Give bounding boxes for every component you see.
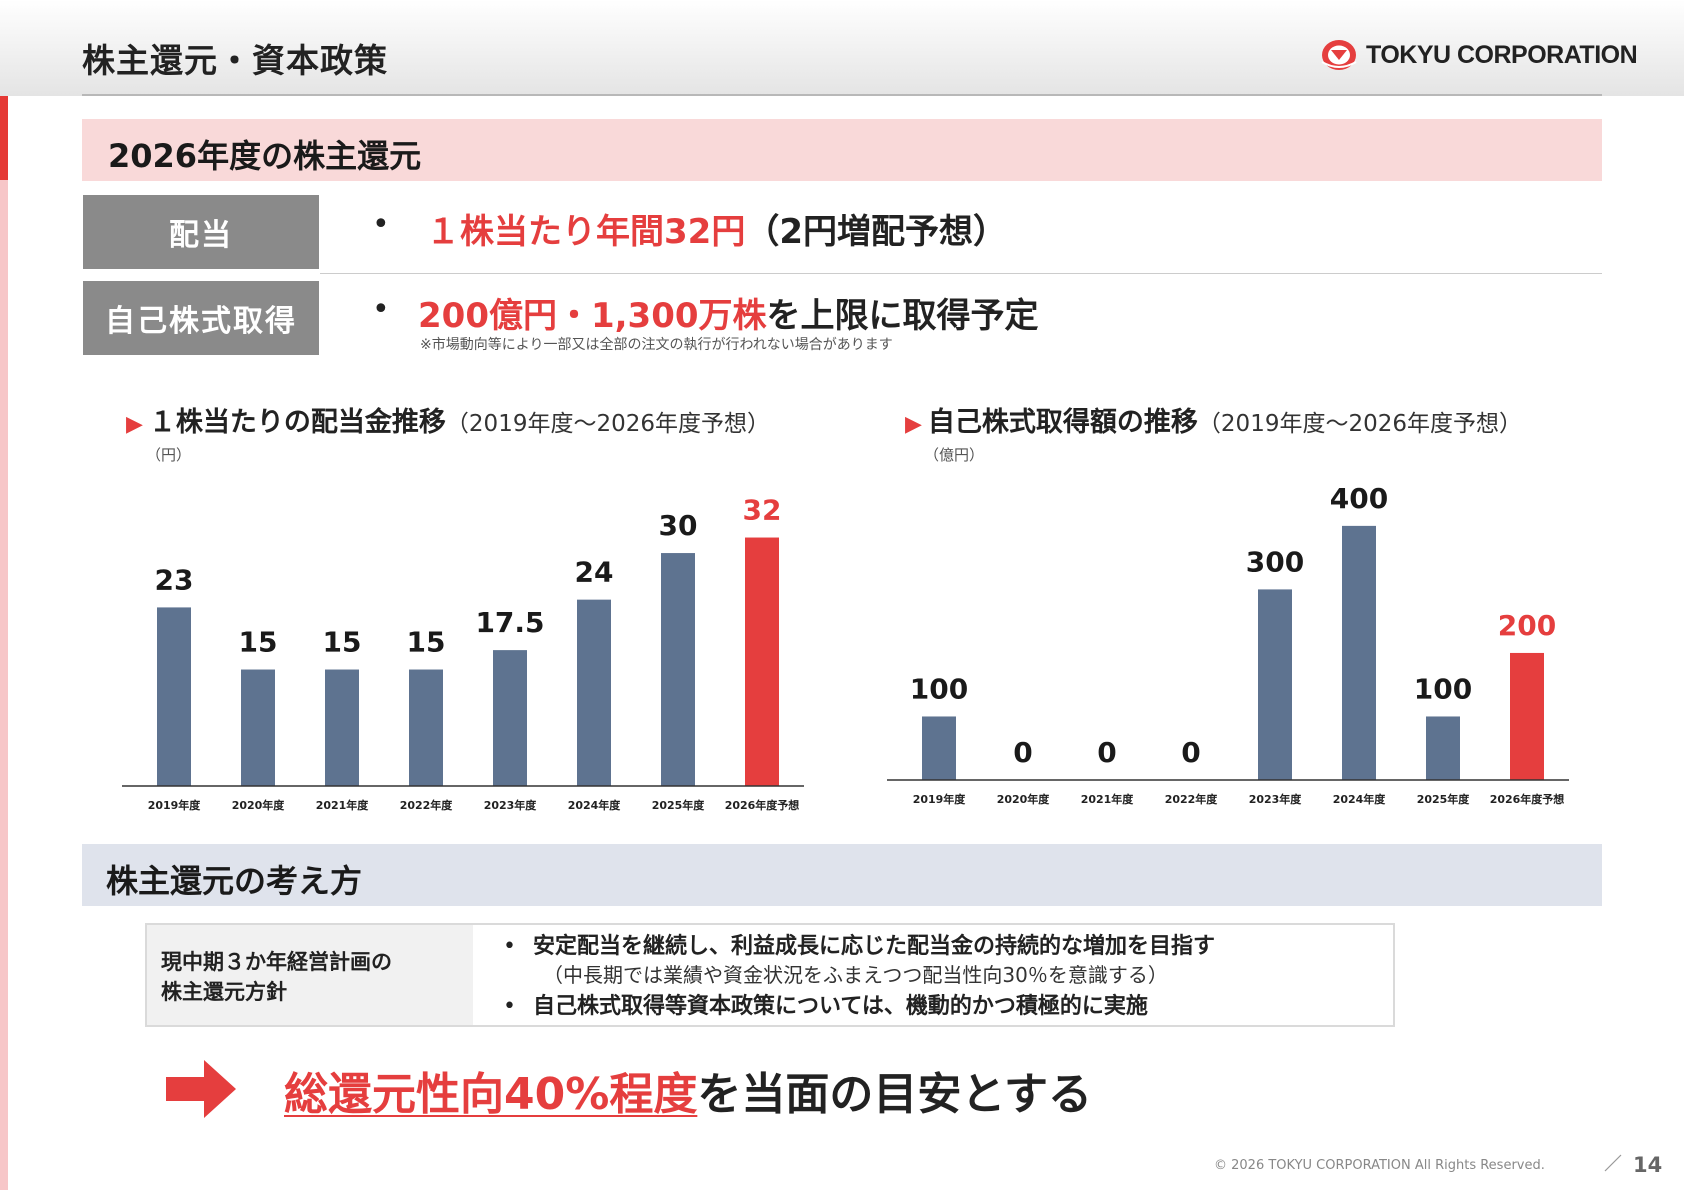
x-tick-label: 2022年度 (1165, 792, 1219, 806)
conclusion-text: 総還元性向40%程度を当面の目安とする (284, 1058, 1092, 1122)
x-tick-label: 2022年度 (400, 798, 454, 812)
x-tick-label: 2023年度 (484, 798, 538, 812)
dividend-chart-heading: ▶ １株当たりの配当金推移（2019年度～2026年度予想） (126, 400, 770, 439)
buyback-bar-chart: 100 2019年度 0 2020年度 0 2021年度 0 2022年度 300 2023年度 4… (887, 482, 1569, 806)
bar-value-label: 400 (1330, 482, 1388, 515)
bar-value-label: 15 (407, 626, 446, 659)
section1-band: 2026年度の株主還元 (82, 119, 1602, 181)
conclusion-emphasis: 総還元性向40%程度 (284, 1069, 698, 1120)
row-divider (320, 273, 1602, 274)
triangle-right-icon: ▶ (126, 412, 143, 437)
bar-2023年度 (1258, 589, 1292, 780)
company-logo: TOKYU CORPORATION (1320, 38, 1638, 72)
dividend-chart-subtitle: （2019年度～2026年度予想） (445, 411, 770, 437)
bar-2024年度 (1342, 525, 1376, 780)
x-tick-label: 2021年度 (316, 798, 370, 812)
bar-value-label: 30 (659, 509, 698, 542)
conclusion-rest: を当面の目安とする (697, 1069, 1093, 1120)
section1-title: 2026年度の株主還元 (108, 137, 422, 175)
dividend-highlight: １株当たり年間32円 (426, 212, 746, 252)
bar-2022年度 (409, 669, 443, 786)
bar-value-label: 17.5 (475, 606, 544, 639)
x-tick-label: 2019年度 (913, 792, 967, 806)
x-tick-label: 2024年度 (1333, 792, 1387, 806)
bar-2021年度 (325, 669, 359, 786)
bar-2024年度 (577, 599, 611, 786)
policy-item-2-text: 自己株式取得等資本政策については、機動的かつ積極的に実施 (533, 994, 1148, 1019)
tokyu-logo-icon (1321, 40, 1357, 70)
buyback-chart-subtitle: （2019年度～2026年度予想） (1197, 411, 1522, 437)
policy-label-line1: 現中期３か年経営計画の (161, 950, 392, 974)
policy-label-line2: 株主還元方針 (161, 980, 287, 1004)
buyback-text: 200億円・1,300万株を上限に取得予定 (418, 288, 1039, 337)
dividend-chart-unit: （円） (146, 446, 192, 464)
bar-value-label: 0 (1097, 736, 1116, 769)
buyback-chart-title: 自己株式取得額の推移 (927, 407, 1198, 438)
x-tick-label: 2019年度 (148, 798, 202, 812)
dividend-rest: （2円増配予想） (745, 212, 1007, 252)
policy-items: • 安定配当を継続し、利益成長に応じた配当金の持続的な増加を目指す （中長期では業… (503, 931, 1215, 1023)
x-tick-label: 2023年度 (1249, 792, 1303, 806)
policy-item-2: • 自己株式取得等資本政策については、機動的かつ積極的に実施 (503, 991, 1215, 1023)
page-number: 14 (1633, 1153, 1663, 1177)
arrow-right-icon (166, 1060, 236, 1118)
bar-2020年度 (241, 669, 275, 786)
dividend-chart-title: １株当たりの配当金推移 (148, 407, 446, 438)
bar-2023年度 (493, 650, 527, 786)
bar-value-label: 0 (1181, 736, 1200, 769)
bar-value-label: 200 (1498, 609, 1556, 642)
left-accent-bar-pink (0, 180, 8, 1190)
page-title: 株主還元・資本政策 (82, 41, 388, 80)
bar-value-label: 0 (1013, 736, 1032, 769)
dividend-bar-chart: 23 2019年度 15 2020年度 15 2021年度 15 2022年度 17.5 2023… (122, 494, 804, 812)
x-tick-label: 2020年度 (232, 798, 286, 812)
buyback-label: 自己株式取得 (83, 281, 319, 355)
bar-value-label: 15 (323, 626, 362, 659)
policy-item-1: • 安定配当を継続し、利益成長に応じた配当金の持続的な増加を目指す (503, 931, 1215, 963)
bar-value-label: 32 (743, 494, 782, 527)
bar-2026年度予想 (1510, 652, 1544, 780)
policy-bullet: • (503, 934, 516, 959)
policy-box: 現中期３か年経営計画の 株主還元方針 • 安定配当を継続し、利益成長に応じた配当金… (145, 923, 1395, 1027)
x-tick-label: 2020年度 (997, 792, 1051, 806)
buyback-chart-unit: （億円） (924, 446, 985, 464)
policy-label: 現中期３か年経営計画の 株主還元方針 (147, 925, 473, 1025)
footer-copyright: © 2026 TOKYU CORPORATION All Rights Rese… (1214, 1158, 1545, 1173)
bar-value-label: 24 (575, 556, 614, 589)
bar-2019年度 (922, 716, 956, 780)
x-tick-label: 2025年度 (652, 798, 706, 812)
bar-2025年度 (661, 553, 695, 786)
bar-value-label: 300 (1246, 545, 1304, 578)
dividend-text: １株当たり年間32円（2円増配予想） (426, 204, 1007, 253)
bar-value-label: 23 (155, 563, 194, 596)
bar-value-label: 15 (239, 626, 278, 659)
policy-bullet: • (503, 994, 516, 1019)
buyback-rest: を上限に取得予定 (766, 296, 1039, 336)
buyback-note: ※市場動向等により一部又は全部の注文の執行が行われない場合があります (420, 337, 893, 353)
dividend-label: 配当 (83, 195, 319, 269)
footer-slash-divider (1604, 1154, 1622, 1172)
policy-item-1-text: 安定配当を継続し、利益成長に応じた配当金の持続的な増加を目指す (533, 934, 1216, 959)
x-tick-label: 2026年度予想 (725, 798, 800, 812)
section2-title: 株主還元の考え方 (106, 862, 363, 900)
slide-header: 株主還元・資本政策 TOKYU CORPORATION (0, 0, 1684, 96)
bar-value-label: 100 (910, 672, 968, 705)
x-tick-label: 2026年度予想 (1490, 792, 1565, 806)
x-tick-label: 2024年度 (568, 798, 622, 812)
buyback-highlight: 200億円・1,300万株 (418, 296, 767, 336)
bar-2019年度 (157, 607, 191, 786)
section2-band: 株主還元の考え方 (82, 844, 1602, 906)
x-tick-label: 2021年度 (1081, 792, 1135, 806)
dividend-bullet: • (372, 207, 390, 242)
bar-2026年度予想 (745, 537, 779, 786)
x-tick-label: 2025年度 (1417, 792, 1471, 806)
header-divider (82, 94, 1602, 96)
buyback-bullet: • (372, 292, 390, 327)
policy-item-1-note: （中長期では業績や資金状況をふまえつつ配当性向30％を意識する） (543, 963, 1168, 987)
logo-text: TOKYU CORPORATION (1366, 40, 1638, 69)
triangle-right-icon: ▶ (905, 412, 922, 437)
bar-value-label: 100 (1414, 672, 1472, 705)
buyback-chart-heading: ▶ 自己株式取得額の推移（2019年度～2026年度予想） (905, 400, 1522, 439)
bar-2025年度 (1426, 716, 1460, 780)
